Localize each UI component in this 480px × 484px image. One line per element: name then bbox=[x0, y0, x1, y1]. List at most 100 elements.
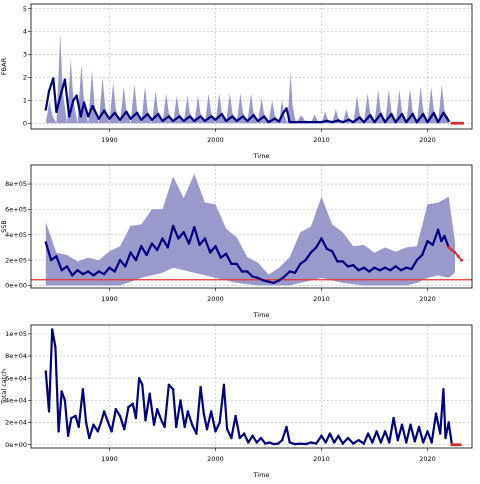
data-point bbox=[341, 442, 344, 445]
data-point bbox=[405, 120, 408, 124]
data-point bbox=[262, 279, 265, 282]
data-point bbox=[152, 423, 156, 426]
data-point bbox=[405, 266, 408, 269]
data-point bbox=[328, 432, 332, 435]
data-point bbox=[362, 120, 366, 124]
data-point bbox=[183, 425, 186, 429]
data-point bbox=[324, 441, 327, 444]
y-tick-label: 8e+04 bbox=[5, 352, 27, 360]
y-tick-label: 5 bbox=[23, 5, 27, 13]
forecast-point bbox=[450, 121, 454, 125]
data-point bbox=[70, 416, 73, 420]
y-tick-label: 6e+05 bbox=[5, 206, 27, 214]
data-point bbox=[422, 112, 425, 116]
data-point bbox=[210, 115, 213, 118]
data-point bbox=[442, 388, 445, 391]
data-point bbox=[411, 112, 414, 116]
data-point bbox=[81, 388, 85, 391]
data-point bbox=[294, 120, 298, 124]
data-point bbox=[337, 119, 340, 122]
panel-3: 1990 2000 2010 2020 0e+00 2e+04 4e+04 6e+04 8e+0… bbox=[0, 324, 473, 479]
data-point bbox=[182, 231, 185, 234]
data-point bbox=[88, 436, 91, 440]
data-point bbox=[166, 246, 169, 249]
data-point bbox=[325, 247, 328, 250]
data-point bbox=[346, 436, 350, 440]
x-tick-label: 1990 bbox=[101, 455, 118, 463]
y-tick-label: 1e+05 bbox=[5, 330, 27, 338]
data-point bbox=[400, 112, 404, 116]
data-point bbox=[52, 77, 55, 80]
data-point bbox=[225, 428, 229, 431]
data-point bbox=[235, 262, 238, 266]
data-point bbox=[421, 253, 424, 257]
data-point bbox=[267, 120, 270, 124]
data-point bbox=[447, 119, 450, 123]
data-point bbox=[439, 432, 442, 435]
data-point bbox=[430, 441, 433, 444]
data-point bbox=[400, 423, 404, 426]
plot-area bbox=[44, 33, 464, 125]
data-point bbox=[352, 120, 355, 124]
data-point bbox=[91, 104, 94, 108]
data-point bbox=[182, 119, 185, 123]
x-tick-label: 2000 bbox=[207, 455, 224, 463]
uncertainty-band bbox=[45, 33, 449, 124]
data-point bbox=[51, 328, 54, 331]
data-point bbox=[426, 239, 429, 243]
data-point bbox=[442, 111, 445, 115]
data-point bbox=[293, 271, 297, 274]
data-point bbox=[44, 241, 47, 244]
data-point bbox=[146, 112, 149, 116]
data-point bbox=[60, 269, 63, 272]
series-line bbox=[44, 328, 453, 446]
data-point bbox=[178, 115, 181, 118]
y-tick-label: 0e+00 bbox=[5, 282, 27, 290]
data-point bbox=[426, 120, 429, 124]
panel-1: 1990 2000 2010 2020 0 1 2 3 4 5 Time FBAR bbox=[0, 3, 473, 160]
data-point bbox=[394, 265, 397, 268]
data-point bbox=[222, 383, 226, 386]
data-point bbox=[268, 441, 271, 444]
data-point bbox=[358, 116, 361, 119]
data-point bbox=[210, 410, 213, 413]
x-tick-label: 2010 bbox=[313, 455, 330, 463]
data-point bbox=[102, 272, 106, 276]
data-point bbox=[145, 253, 148, 257]
data-point bbox=[325, 119, 328, 123]
data-point bbox=[288, 441, 291, 444]
data-point bbox=[186, 410, 190, 413]
data-point bbox=[281, 439, 284, 442]
x-axis-label: Time bbox=[253, 311, 270, 319]
data-point bbox=[341, 260, 344, 263]
data-point bbox=[230, 436, 233, 440]
data-point bbox=[150, 242, 154, 245]
data-point bbox=[264, 442, 267, 445]
data-point bbox=[390, 112, 393, 116]
data-point bbox=[47, 410, 51, 413]
data-point bbox=[175, 425, 178, 429]
data-point bbox=[129, 117, 132, 120]
data-point bbox=[167, 115, 170, 118]
data-point bbox=[118, 414, 122, 418]
data-point bbox=[81, 272, 85, 276]
data-point bbox=[235, 119, 238, 123]
data-point bbox=[171, 119, 175, 123]
uncertainty-band bbox=[45, 173, 456, 286]
data-point bbox=[209, 251, 212, 254]
data-point bbox=[92, 423, 95, 426]
data-point bbox=[71, 274, 74, 277]
data-point bbox=[277, 279, 281, 282]
data-point bbox=[137, 377, 141, 380]
data-point bbox=[77, 425, 80, 429]
data-point bbox=[187, 242, 191, 245]
data-point bbox=[282, 111, 285, 115]
data-point bbox=[113, 270, 116, 273]
data-point bbox=[259, 436, 263, 440]
data-point bbox=[315, 442, 318, 445]
data-point bbox=[362, 266, 366, 269]
data-point bbox=[177, 237, 180, 240]
data-point bbox=[432, 111, 435, 115]
forecast-point bbox=[454, 443, 458, 447]
data-point bbox=[157, 112, 160, 116]
